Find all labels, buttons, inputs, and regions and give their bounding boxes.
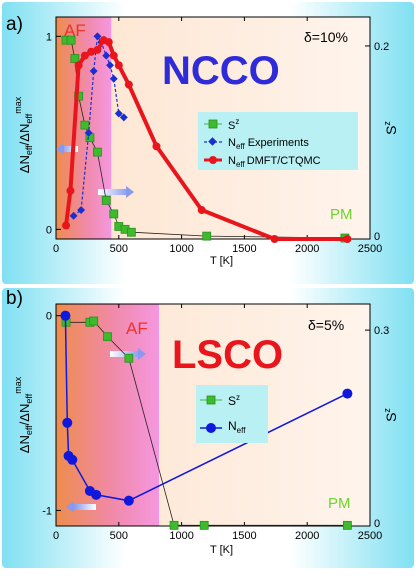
point-sz — [89, 316, 99, 326]
point-neff-dmft — [104, 38, 113, 47]
y-tick-label-left: -1 — [42, 505, 52, 517]
panel-b-xlabel: T [K] — [210, 544, 233, 556]
x-tick-label: 2000 — [295, 243, 319, 255]
x-tick-label: 1000 — [169, 243, 193, 255]
panel-a-arrow-right — [98, 186, 134, 198]
x-tick-label: 0 — [53, 530, 59, 542]
panel-a-pm-label: PM — [330, 206, 353, 223]
x-tick-label: 1500 — [232, 530, 256, 542]
panel-a-legend: Sz Neff Experiments Neff DMFT/CTQMC — [198, 112, 358, 170]
panel-a-xlabel: T [K] — [210, 255, 233, 267]
point-neff-dmft — [66, 186, 75, 195]
point-neff-exp — [89, 67, 98, 76]
y-tick-label-right-zero: 0 — [374, 518, 380, 530]
point-neff-dmft — [93, 45, 102, 54]
panel-b-title: LSCO — [172, 333, 283, 377]
panel-b-af-label: AF — [126, 319, 148, 338]
panel-a-af-label: AF — [64, 21, 86, 40]
point-neff-dmft — [197, 206, 206, 215]
panel-a-plot-area — [55, 16, 371, 240]
point-neff-dmft — [87, 47, 96, 56]
point-sz — [93, 147, 102, 157]
point-sz — [103, 332, 112, 342]
x-tick-label: 0 — [53, 243, 59, 255]
point-sz — [124, 353, 134, 363]
point-sz — [109, 209, 119, 219]
point-sz — [66, 35, 76, 45]
point-sz — [80, 120, 90, 130]
point-sz — [126, 227, 136, 237]
x-tick-label: 2500 — [358, 243, 382, 255]
point-neff-exp — [109, 74, 118, 83]
legend-a-sz: Sz — [228, 117, 239, 132]
point-sz — [169, 520, 179, 530]
point-neff-dmft — [62, 221, 71, 230]
point-neff — [91, 489, 102, 500]
series-line-neff — [64, 315, 348, 502]
panel-a-label: a) — [6, 14, 23, 35]
point-sz — [70, 54, 80, 63]
point-neff-dmft — [124, 80, 133, 89]
panel-b-legend: Sz Neff — [196, 385, 268, 443]
legend-b-neff: Neff — [228, 419, 246, 435]
point-sz — [101, 195, 111, 205]
x-tick-label: 1500 — [232, 243, 256, 255]
y-tick-label-left: 0 — [46, 311, 52, 323]
point-neff-dmft — [109, 51, 118, 60]
x-tick-label: 2500 — [358, 530, 382, 542]
panel-b-plot-area — [55, 303, 371, 527]
point-neff — [123, 495, 134, 506]
point-neff-dmft — [152, 142, 161, 151]
legend-a-neff-exp: Neff Experiments — [228, 137, 309, 151]
point-sz — [342, 520, 352, 530]
point-neff-dmft — [343, 235, 352, 243]
point-neff-dmft — [270, 235, 279, 243]
point-neff-dmft — [80, 51, 89, 60]
x-tick-label: 500 — [110, 530, 128, 542]
x-tick-label: 500 — [110, 243, 128, 255]
point-neff-exp — [119, 113, 128, 122]
point-neff — [342, 388, 353, 399]
panel-b-arrow-left — [66, 501, 96, 513]
point-neff — [60, 310, 71, 321]
x-tick-label: 2000 — [295, 530, 319, 542]
point-neff-exp — [69, 211, 78, 220]
point-neff — [67, 454, 78, 465]
point-neff — [62, 417, 73, 428]
y-tick-label-right: 0.3 — [374, 325, 389, 337]
legend-a-neff-dmft: Neff DMFT/CTQMC — [228, 155, 321, 169]
panel-b-label: b) — [6, 288, 23, 309]
panel-a-delta: δ=10% — [304, 29, 348, 45]
y-tick-label-left: 1 — [46, 31, 52, 43]
y-tick-label-left: 0 — [46, 224, 52, 236]
panel-b-delta: δ=5% — [308, 317, 344, 333]
point-neff-exp — [77, 206, 86, 215]
y-tick-label-right-zero: 0 — [374, 231, 380, 243]
point-sz — [199, 520, 209, 530]
point-neff-exp — [106, 61, 114, 70]
point-neff-exp — [84, 128, 93, 137]
panel-a-title: NCCO — [162, 49, 280, 93]
point-sz — [202, 231, 212, 241]
x-tick-label: 1000 — [169, 530, 193, 542]
point-neff-dmft — [74, 61, 83, 70]
panel-a-arrow-left — [56, 143, 78, 155]
point-neff-exp — [114, 109, 123, 118]
y-tick-label-right: 0.2 — [374, 41, 389, 53]
point-neff-dmft — [114, 61, 123, 70]
panel-b-pm-label: PM — [328, 495, 351, 512]
legend-b-sz: Sz — [228, 393, 240, 408]
